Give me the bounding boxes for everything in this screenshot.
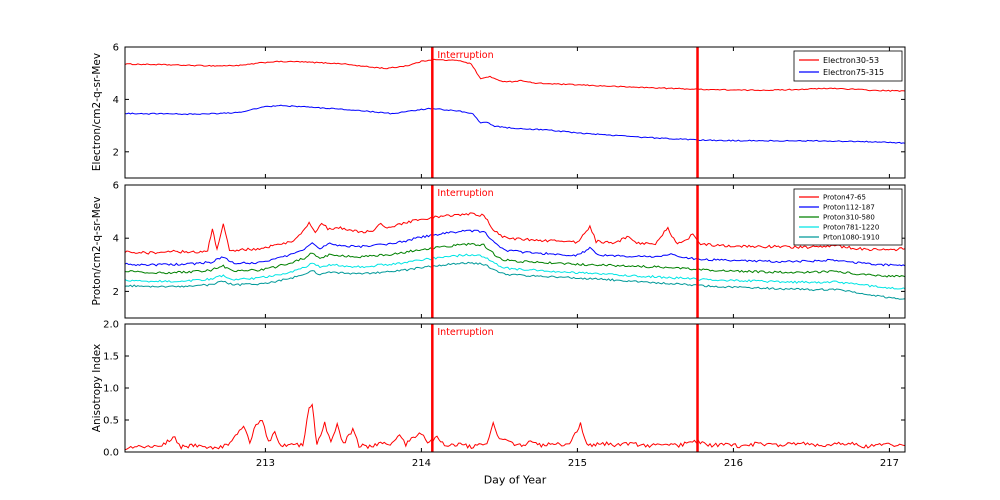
y-tick-label: 1.5 — [103, 352, 119, 363]
y-axis-label-anisotropy: Anisotropy Index — [91, 343, 103, 433]
legend-label: Proton310-580 — [823, 213, 875, 221]
x-tick-label: 217 — [880, 458, 899, 469]
y-tick-label: 1.0 — [103, 384, 119, 395]
interruption-label: Interruption — [437, 50, 493, 61]
panel-proton-flux: Interruption 2 4 6 Proton47-65 Proton112-187 P… — [113, 181, 906, 319]
legend-label: Proton112-187 — [823, 203, 875, 211]
series-line — [125, 253, 905, 290]
series-line — [125, 212, 905, 255]
y-axis-label-proton: Proton/cm2-q-sr-Mev — [91, 196, 103, 306]
x-tick-label: 213 — [256, 458, 275, 469]
series-line — [125, 58, 905, 92]
legend-box — [793, 50, 903, 82]
interruption-label: Interruption — [437, 327, 493, 338]
x-tick-label: 214 — [412, 458, 431, 469]
legend-label: Electron30-53 — [823, 56, 879, 65]
y-tick-label: 6 — [113, 181, 119, 192]
y-tick-label: 0.0 — [103, 448, 119, 459]
axes-frame — [124, 46, 906, 179]
axes-frame — [124, 323, 906, 453]
legend-label: Proton47-65 — [823, 193, 866, 201]
panel-electron-flux: Interruption 2 4 6 Electron30-53 Electron75-3… — [113, 43, 906, 179]
x-tick-label: 216 — [724, 458, 743, 469]
y-tick-label: 4 — [113, 95, 119, 106]
series-line — [125, 104, 905, 144]
legend-label: Electron75-315 — [823, 68, 884, 77]
y-tick-label: 4 — [113, 234, 119, 245]
panel-anisotropy: Interruption 213 214 215 216 217 0.0 0.5 1.0 1.5 2… — [103, 320, 906, 469]
legend-label: Prton1080-1910 — [823, 233, 880, 241]
y-tick-label: 2.0 — [103, 320, 119, 331]
series-line — [125, 242, 905, 278]
legend-label: Proton781-1220 — [823, 223, 879, 231]
y-tick-label: 2 — [113, 147, 119, 158]
series-line — [125, 229, 905, 267]
x-axis-label: Day of Year — [483, 473, 547, 487]
series-line — [125, 261, 905, 300]
x-tick-label: 215 — [568, 458, 587, 469]
series-line — [125, 403, 905, 451]
y-tick-label: 0.5 — [103, 416, 119, 427]
y-tick-label: 6 — [113, 43, 119, 54]
interruption-label: Interruption — [437, 188, 493, 199]
y-tick-label: 2 — [113, 287, 119, 298]
y-axis-label-electron: Electron/cm2-q-sr-Mev — [91, 52, 103, 172]
axes-frame — [124, 184, 906, 319]
